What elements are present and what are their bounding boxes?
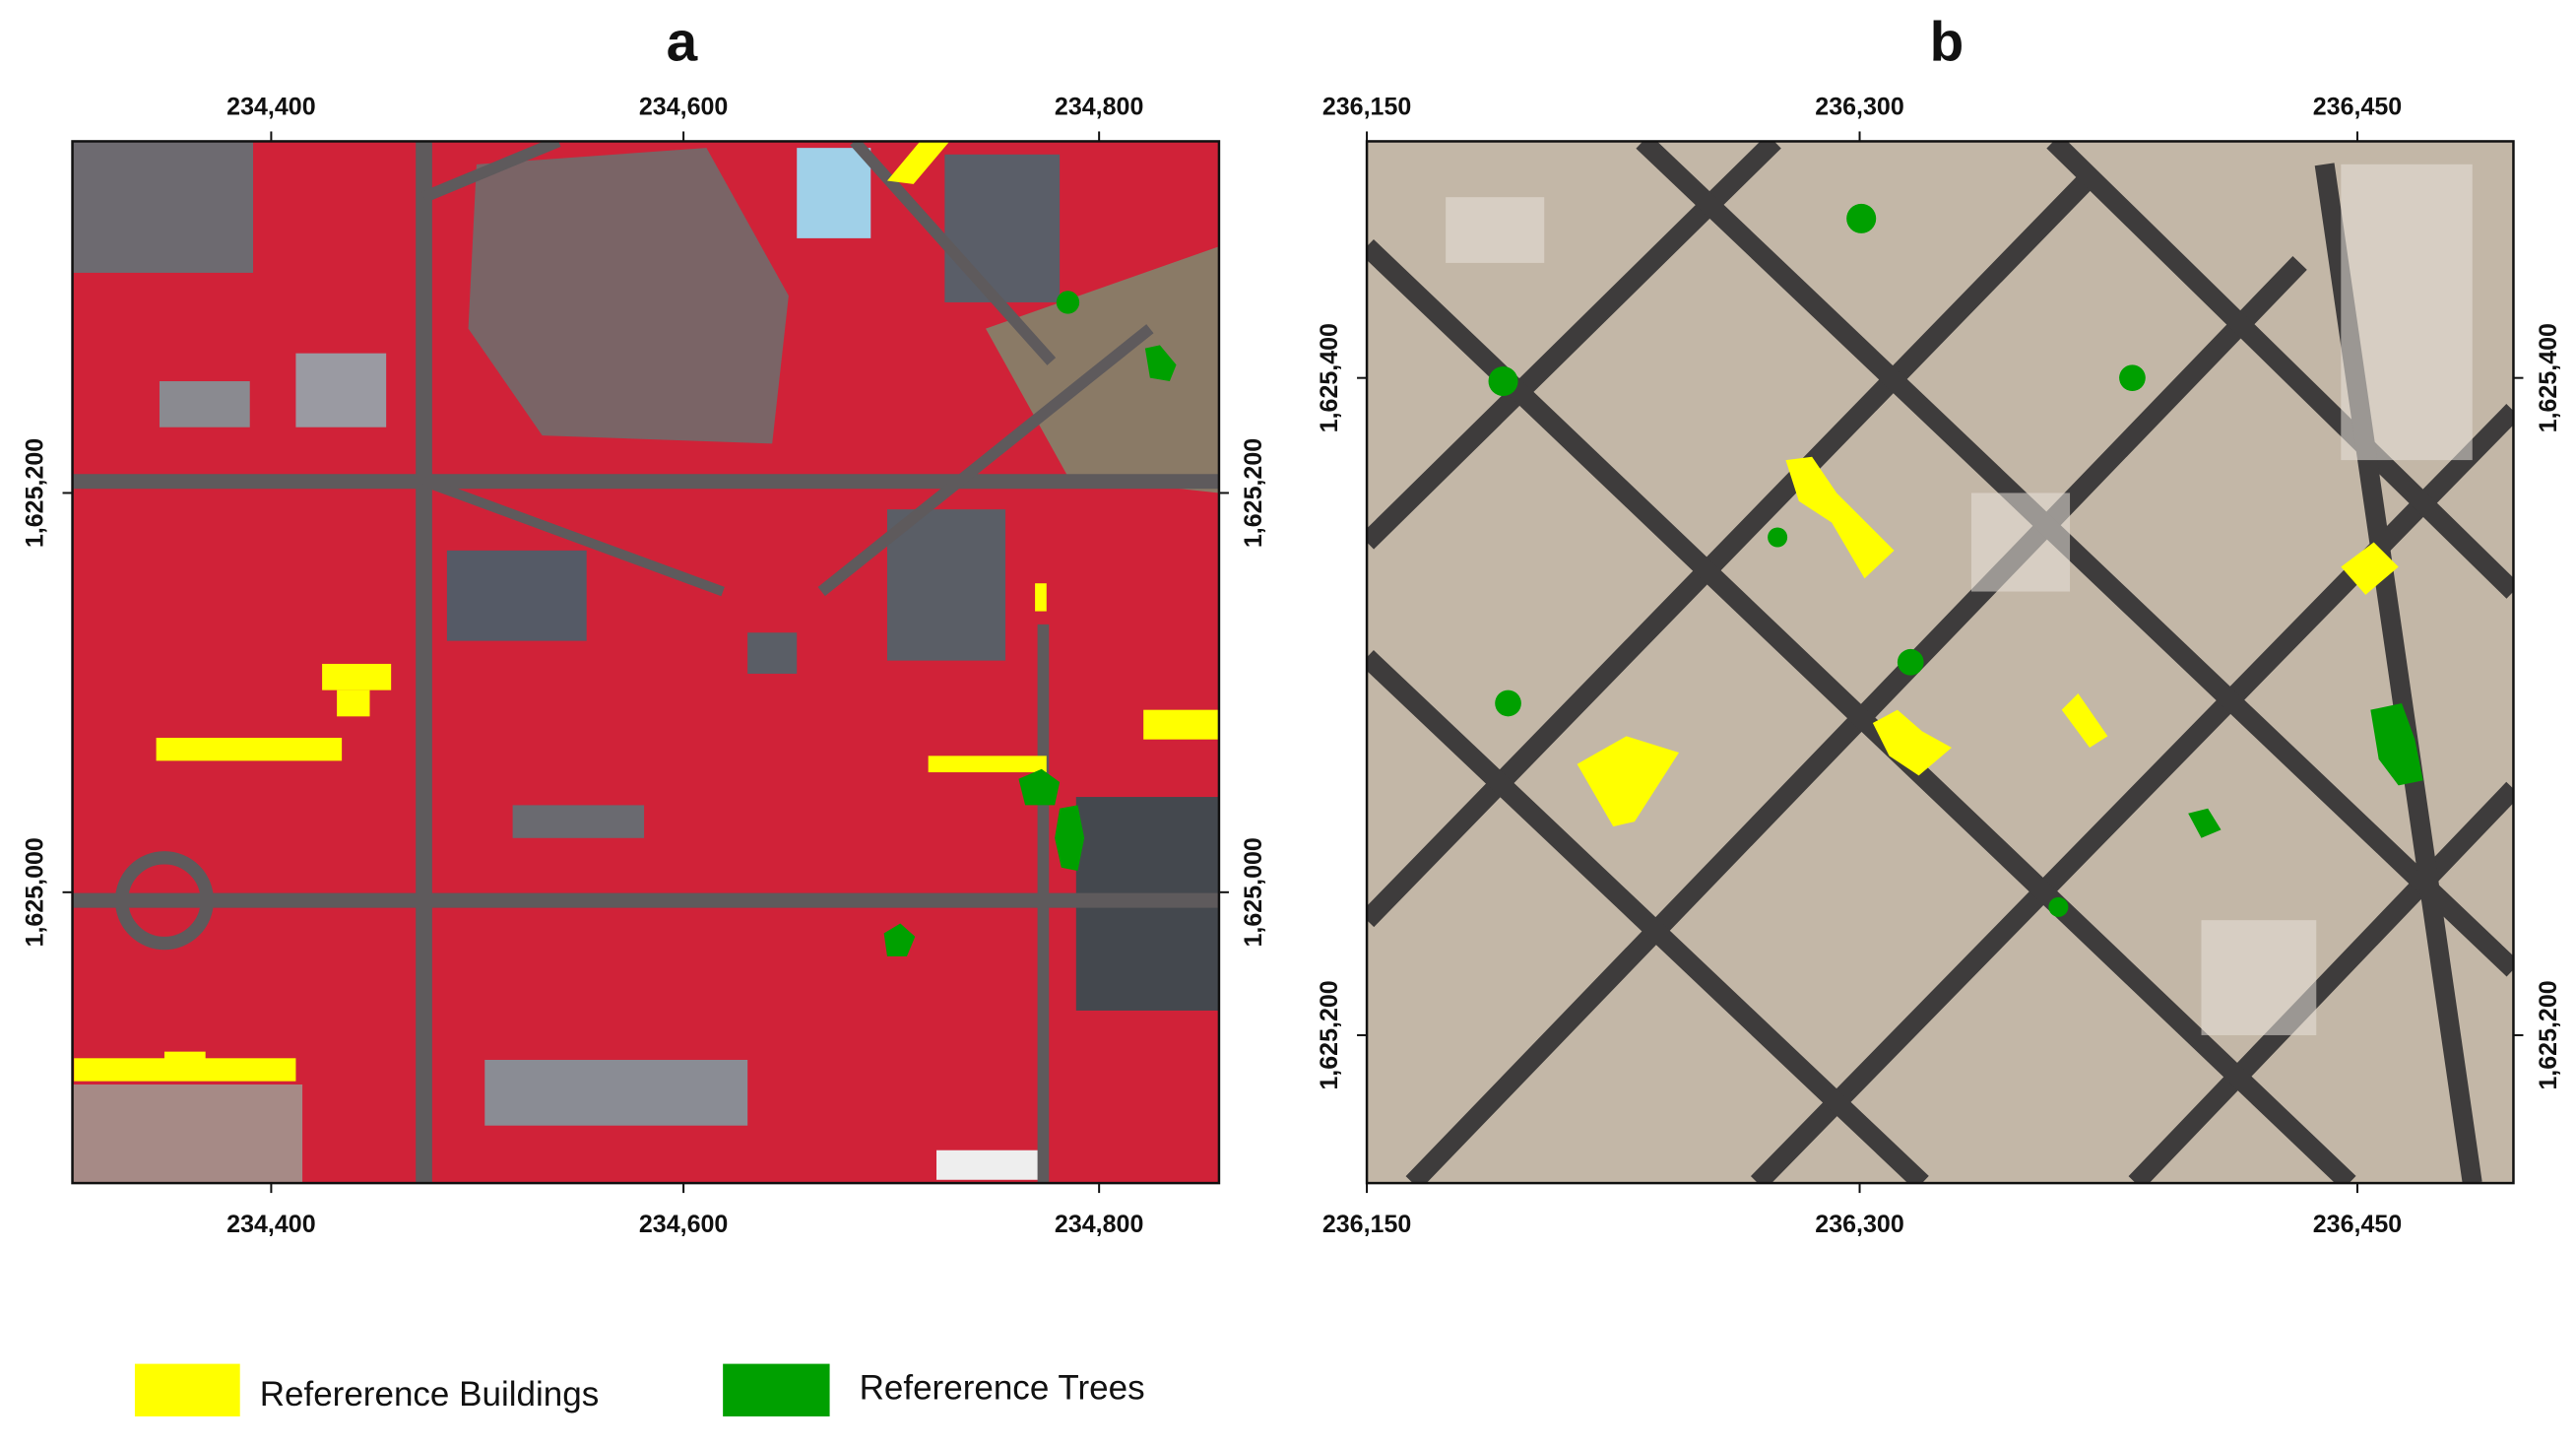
map-image-b <box>1367 141 2514 1184</box>
y-tick-label: 1,625,000 <box>21 837 48 947</box>
reference-buildings-b <box>1577 456 2399 827</box>
x-tick-label: 234,400 <box>226 1211 315 1238</box>
x-tick-label: 234,600 <box>639 1211 728 1238</box>
x-tick-label: 234,800 <box>1055 94 1143 121</box>
y-tick-label: 1,625,400 <box>1316 323 1343 432</box>
y-tick-label: 1,625,000 <box>1240 837 1267 947</box>
x-tick-label: 236,450 <box>2313 1211 2402 1238</box>
x-tick-label: 234,600 <box>639 94 728 121</box>
reference-trees-b <box>1488 203 2423 917</box>
legend-swatch <box>723 1363 830 1416</box>
x-tick-label: 236,150 <box>1322 1211 1411 1238</box>
x-tick-label: 236,300 <box>1815 94 1903 121</box>
x-tick-label: 234,800 <box>1055 1211 1143 1238</box>
y-tick-label: 1,625,400 <box>2535 323 2562 432</box>
y-tick-label: 1,625,200 <box>1240 438 1267 548</box>
reference-trees-a <box>883 291 1177 956</box>
x-tick-label: 236,450 <box>2313 94 2402 121</box>
legend-swatch <box>134 1363 240 1416</box>
x-tick-label: 234,400 <box>226 94 315 121</box>
y-tick-label: 1,625,200 <box>1316 980 1343 1089</box>
panel-title: a <box>667 12 698 74</box>
y-tick-label: 1,625,200 <box>21 438 48 548</box>
x-tick-label: 236,150 <box>1322 94 1411 121</box>
legend-label: Refererence Buildings <box>260 1375 600 1413</box>
map-image-a <box>72 141 1219 1184</box>
panel-title: b <box>1930 12 1964 74</box>
reference-buildings-a <box>74 141 1219 1082</box>
y-tick-label: 1,625,200 <box>2535 980 2562 1089</box>
map-frame-a <box>71 140 1221 1185</box>
legend-label: Refererence Trees <box>860 1369 1145 1408</box>
map-frame-b <box>1365 140 2515 1185</box>
x-tick-label: 236,300 <box>1815 1211 1903 1238</box>
